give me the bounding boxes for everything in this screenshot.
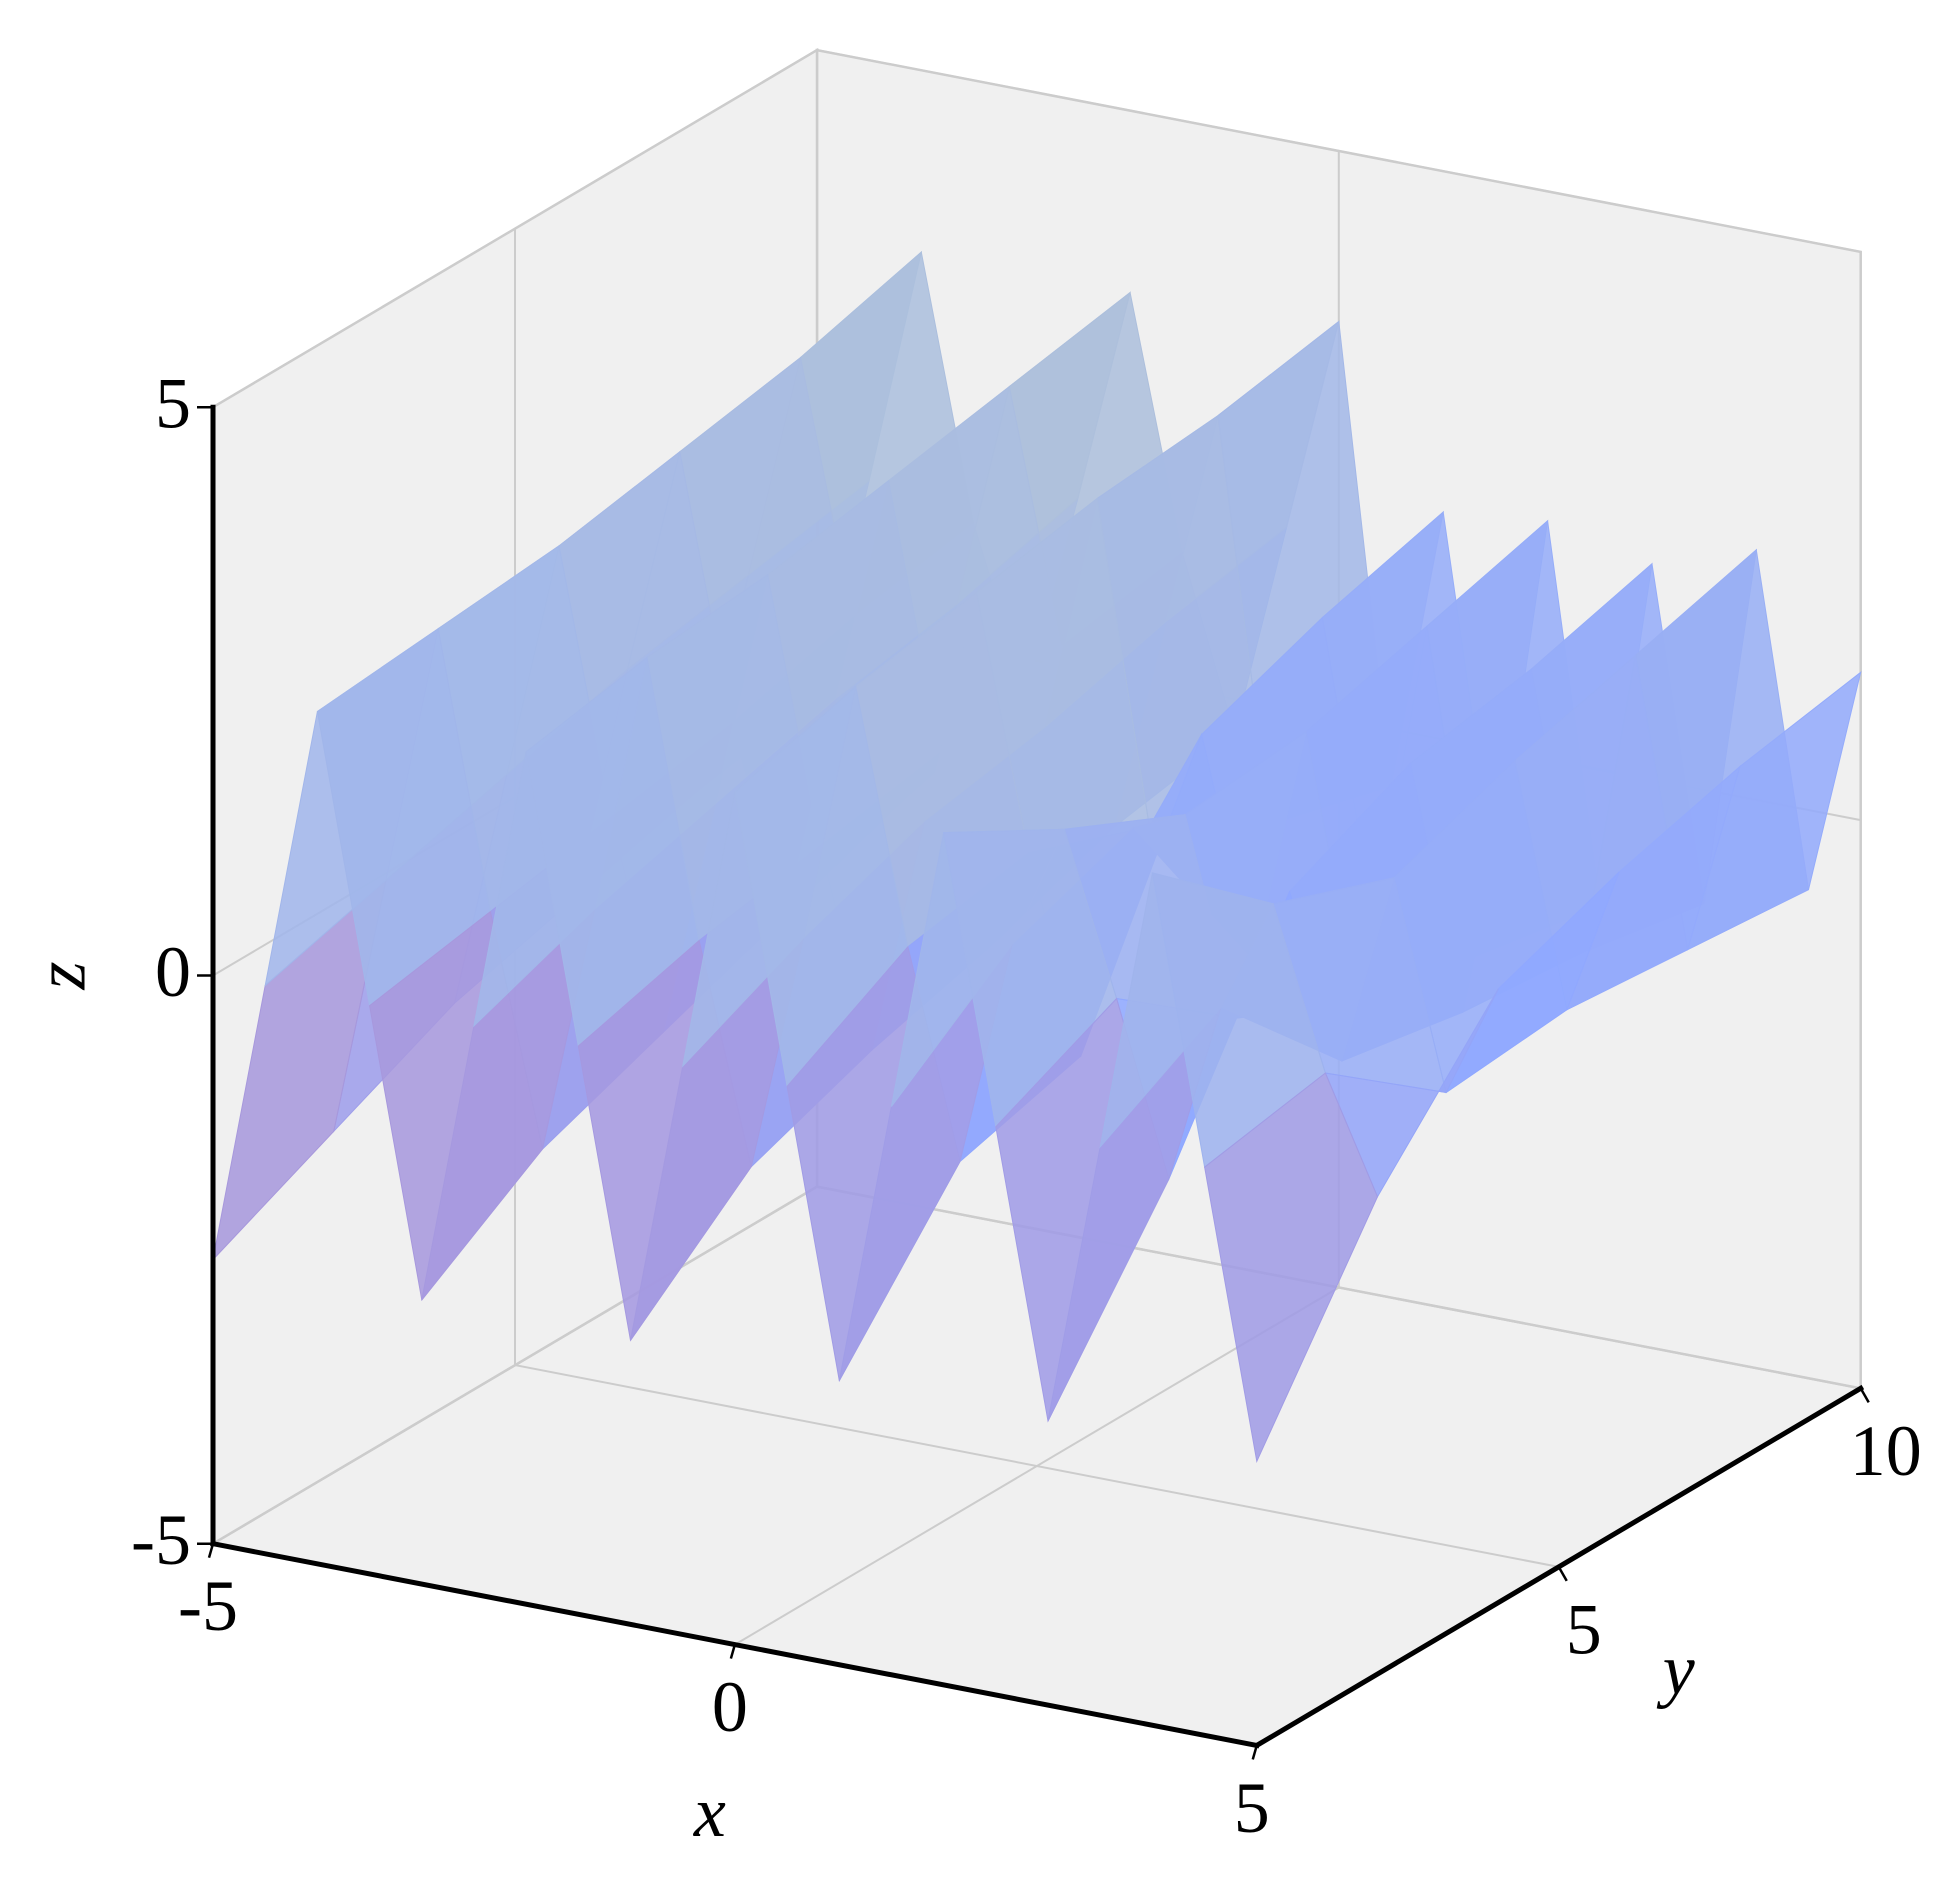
x-tick [729, 1644, 737, 1659]
x-tick-label: 5 [1234, 1768, 1270, 1848]
y-tick [1859, 1387, 1870, 1403]
grid-line [212, 49, 1861, 409]
y-tick-label: 5 [1566, 1589, 1602, 1669]
y-axis [1253, 1384, 1865, 1749]
z-tick-label: -5 [131, 1500, 191, 1580]
surface-patch [1204, 1072, 1379, 1463]
x-tick-label: -5 [178, 1566, 238, 1646]
x-tick-label: 0 [712, 1667, 748, 1747]
surface [212, 250, 1862, 1463]
x-tick [1251, 1745, 1258, 1760]
y-axis-label: y [1656, 1629, 1695, 1709]
z-axis-label: z [21, 961, 101, 990]
x-tick [207, 1543, 215, 1559]
y-tick [1557, 1566, 1568, 1582]
x-axis-label: x [693, 1772, 726, 1852]
y-tick-label: 10 [1850, 1411, 1922, 1491]
axes: -5 0 5 5 10 -5 0 5 x y z [21, 364, 1922, 1852]
z-tick-label: 0 [155, 932, 191, 1012]
z-tick-label: 5 [155, 364, 191, 444]
